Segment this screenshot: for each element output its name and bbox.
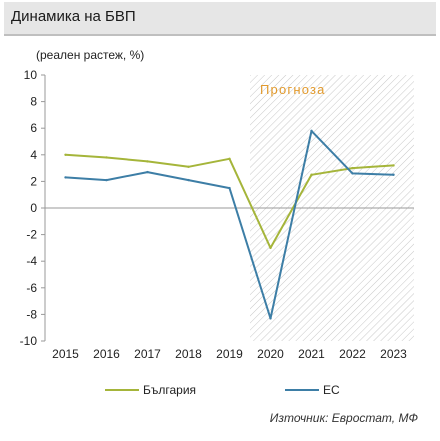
data-point-bulgaria bbox=[351, 166, 354, 170]
data-point-bulgaria bbox=[105, 156, 108, 159]
x-tick-label: 2017 bbox=[134, 347, 161, 361]
x-tick-label: 2018 bbox=[175, 347, 202, 361]
y-tick-label: -4 bbox=[26, 254, 37, 268]
axes: 10 8 6 4 2 0 -2 -4 -6 -8 -10 2015 2016 2017 2018 2019 20… bbox=[20, 68, 414, 361]
legend-label-bulgaria: България bbox=[143, 383, 196, 397]
x-tick-label: 2015 bbox=[52, 347, 79, 361]
y-tick-label: -2 bbox=[26, 228, 37, 242]
data-point-eu bbox=[187, 178, 190, 182]
forecast-label: Прогноза bbox=[260, 82, 326, 97]
data-point-eu bbox=[228, 186, 231, 190]
y-tick-label: 2 bbox=[30, 174, 37, 188]
x-tick-label: 2016 bbox=[93, 347, 120, 361]
data-point-bulgaria bbox=[228, 157, 231, 160]
data-point-eu bbox=[146, 170, 149, 174]
source-note: Източник: Евростат, МФ bbox=[269, 411, 418, 425]
legend-label-eu: ЕС bbox=[323, 383, 340, 397]
data-point-eu bbox=[392, 173, 395, 176]
x-tick-label: 2020 bbox=[257, 347, 284, 361]
data-point-bulgaria bbox=[187, 165, 190, 168]
y-tick-label: -8 bbox=[26, 307, 37, 321]
series-lines bbox=[64, 129, 395, 320]
data-point-eu bbox=[269, 317, 272, 320]
y-tick-label: 0 bbox=[30, 201, 37, 215]
data-point-bulgaria bbox=[310, 173, 313, 176]
data-point-eu bbox=[310, 129, 313, 133]
y-tick-label: 4 bbox=[30, 148, 37, 162]
y-tick-label: -10 bbox=[20, 334, 38, 348]
legend: България ЕС bbox=[105, 383, 340, 397]
data-point-eu bbox=[64, 176, 67, 179]
chart-title: Динамика на БВП bbox=[11, 8, 136, 25]
x-tick-label: 2023 bbox=[380, 347, 407, 361]
data-point-bulgaria bbox=[392, 164, 395, 167]
x-tick-label: 2019 bbox=[216, 347, 243, 361]
data-point-bulgaria bbox=[269, 246, 272, 250]
y-tick-label: 10 bbox=[24, 68, 38, 82]
x-tick-label: 2021 bbox=[298, 347, 325, 361]
data-point-eu bbox=[105, 178, 108, 182]
y-axis-label: (реален растеж, %) bbox=[36, 48, 144, 62]
title-bar: Динамика на БВП bbox=[4, 2, 436, 36]
data-point-bulgaria bbox=[146, 160, 149, 163]
y-tick-label: -6 bbox=[26, 281, 37, 295]
y-tick-label: 8 bbox=[30, 95, 37, 109]
data-point-eu bbox=[351, 172, 354, 175]
data-point-bulgaria bbox=[64, 153, 67, 156]
x-tick-label: 2022 bbox=[339, 347, 366, 361]
y-tick-label: 6 bbox=[30, 121, 37, 135]
